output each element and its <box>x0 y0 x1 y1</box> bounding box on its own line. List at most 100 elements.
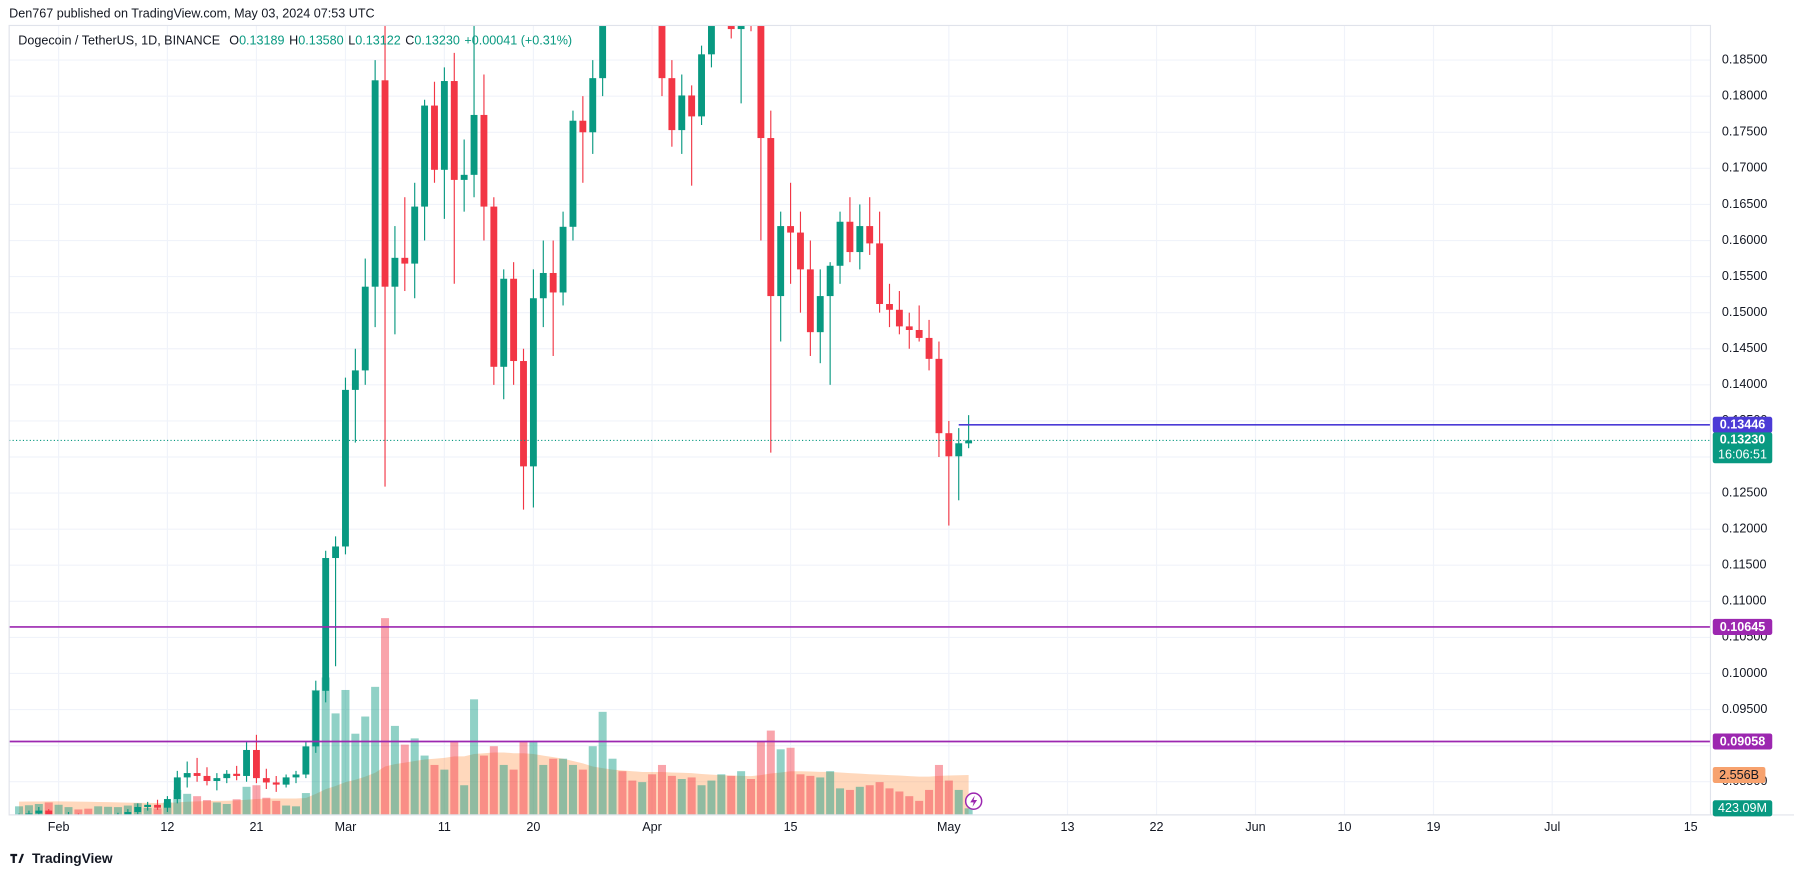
candle-body <box>925 337 933 359</box>
x-tick-label: Jun <box>1245 820 1265 834</box>
candle-body <box>272 782 280 785</box>
volume-bar <box>84 808 93 815</box>
volume-bar <box>816 777 825 815</box>
volume-bar <box>628 780 637 815</box>
level-label-box <box>1712 416 1773 433</box>
ohlc-value: 0.13580 <box>298 34 343 48</box>
volume-bar <box>895 791 904 815</box>
volume-bar <box>351 733 360 815</box>
volume-bar <box>806 775 815 815</box>
volume-bar <box>440 769 449 815</box>
candle-body <box>173 777 181 800</box>
y-tick-label: 0.10000 <box>1722 666 1767 680</box>
volume-bar <box>578 769 587 815</box>
legend-header: Dogecoin / TetherUS, 1D, BINANCE O0.13189… <box>18 34 572 48</box>
volume-bar <box>479 755 488 815</box>
candle-body <box>965 440 973 444</box>
candle-body <box>361 286 369 371</box>
volume-bar <box>549 758 558 815</box>
volume-bar <box>529 741 538 815</box>
candle-body <box>767 138 775 297</box>
candle-body <box>905 326 913 330</box>
volume-bar <box>430 764 439 815</box>
volume-bar <box>94 806 103 815</box>
x-tick-label: 12 <box>160 820 174 834</box>
candle-body <box>708 25 715 55</box>
candle-body <box>45 810 53 815</box>
candle-body <box>183 773 191 778</box>
volume-bar <box>410 738 419 815</box>
x-tick-label: 15 <box>1684 820 1698 834</box>
publisher: Den767 published on TradingView.com, May… <box>9 6 374 20</box>
candle-body <box>470 114 478 175</box>
candle-body <box>787 226 795 233</box>
x-tick-label: 21 <box>249 820 263 834</box>
volume-bar <box>885 788 894 815</box>
volume-bar <box>44 802 53 815</box>
volume-bar <box>509 769 518 815</box>
level-label: 0.10645 <box>1720 620 1765 634</box>
candle-body <box>332 546 340 559</box>
volume-bar <box>282 805 291 815</box>
ohlc-key: O <box>229 34 239 48</box>
candle-body <box>579 120 587 133</box>
volume-bar <box>657 764 666 815</box>
y-tick-label: 0.14500 <box>1722 341 1767 355</box>
volume-ma-area <box>19 752 969 815</box>
volume-bar <box>519 741 528 815</box>
x-tick-label: 15 <box>784 820 798 834</box>
candle-body <box>124 812 132 815</box>
candle-body <box>886 304 893 310</box>
candle-body <box>351 370 359 390</box>
ohlc-key: C <box>405 34 414 48</box>
candle-body <box>233 773 241 776</box>
y-tick-label: 0.18000 <box>1722 89 1767 103</box>
candle-body <box>431 105 438 170</box>
volume-bar <box>381 618 390 815</box>
volume-bar <box>934 764 943 815</box>
candle-body <box>322 558 330 691</box>
candle-body <box>312 690 320 747</box>
candle-body <box>302 746 310 775</box>
volume-bar <box>470 699 479 815</box>
candle-body <box>411 206 419 264</box>
candle-body <box>737 25 745 30</box>
volume-bar <box>54 804 63 815</box>
candle-body <box>806 269 814 333</box>
volume-bar <box>677 778 686 815</box>
candle-body <box>144 804 152 807</box>
brand-logo <box>10 853 25 863</box>
candle-body <box>599 25 607 79</box>
level-label-box <box>1712 733 1773 750</box>
volume-bar <box>272 800 281 815</box>
ohlc-key: L <box>348 34 355 48</box>
candle-body <box>450 81 458 180</box>
volume-bar <box>499 764 508 815</box>
volume-bar <box>113 807 122 815</box>
volume-bar <box>826 771 835 815</box>
axes: 0.18500 0.18000 0.17500 0.17000 0.16500 0.160… <box>48 52 1773 834</box>
candle-body <box>668 78 676 131</box>
candle-body <box>35 810 43 814</box>
volume-bar <box>964 808 973 815</box>
volume-bar <box>598 711 607 815</box>
volume-ma-label-box <box>1712 766 1766 784</box>
candle-body <box>836 221 844 266</box>
ohlc-value: 0.13230 <box>414 34 459 48</box>
volume-bar <box>687 777 696 815</box>
candle-body <box>698 54 705 117</box>
volume-bar <box>559 758 568 815</box>
candle-body <box>371 80 379 287</box>
volume-bar <box>836 788 845 815</box>
volume-bar <box>747 778 756 815</box>
candle-body <box>935 358 943 434</box>
ohlc-value: 0.13189 <box>239 34 284 48</box>
volume-bar <box>262 797 271 815</box>
volume-bar <box>64 807 73 815</box>
volume-bar <box>539 764 548 815</box>
volume-bar <box>291 806 301 815</box>
volume-bar <box>588 746 597 815</box>
volume-bar <box>321 677 330 815</box>
